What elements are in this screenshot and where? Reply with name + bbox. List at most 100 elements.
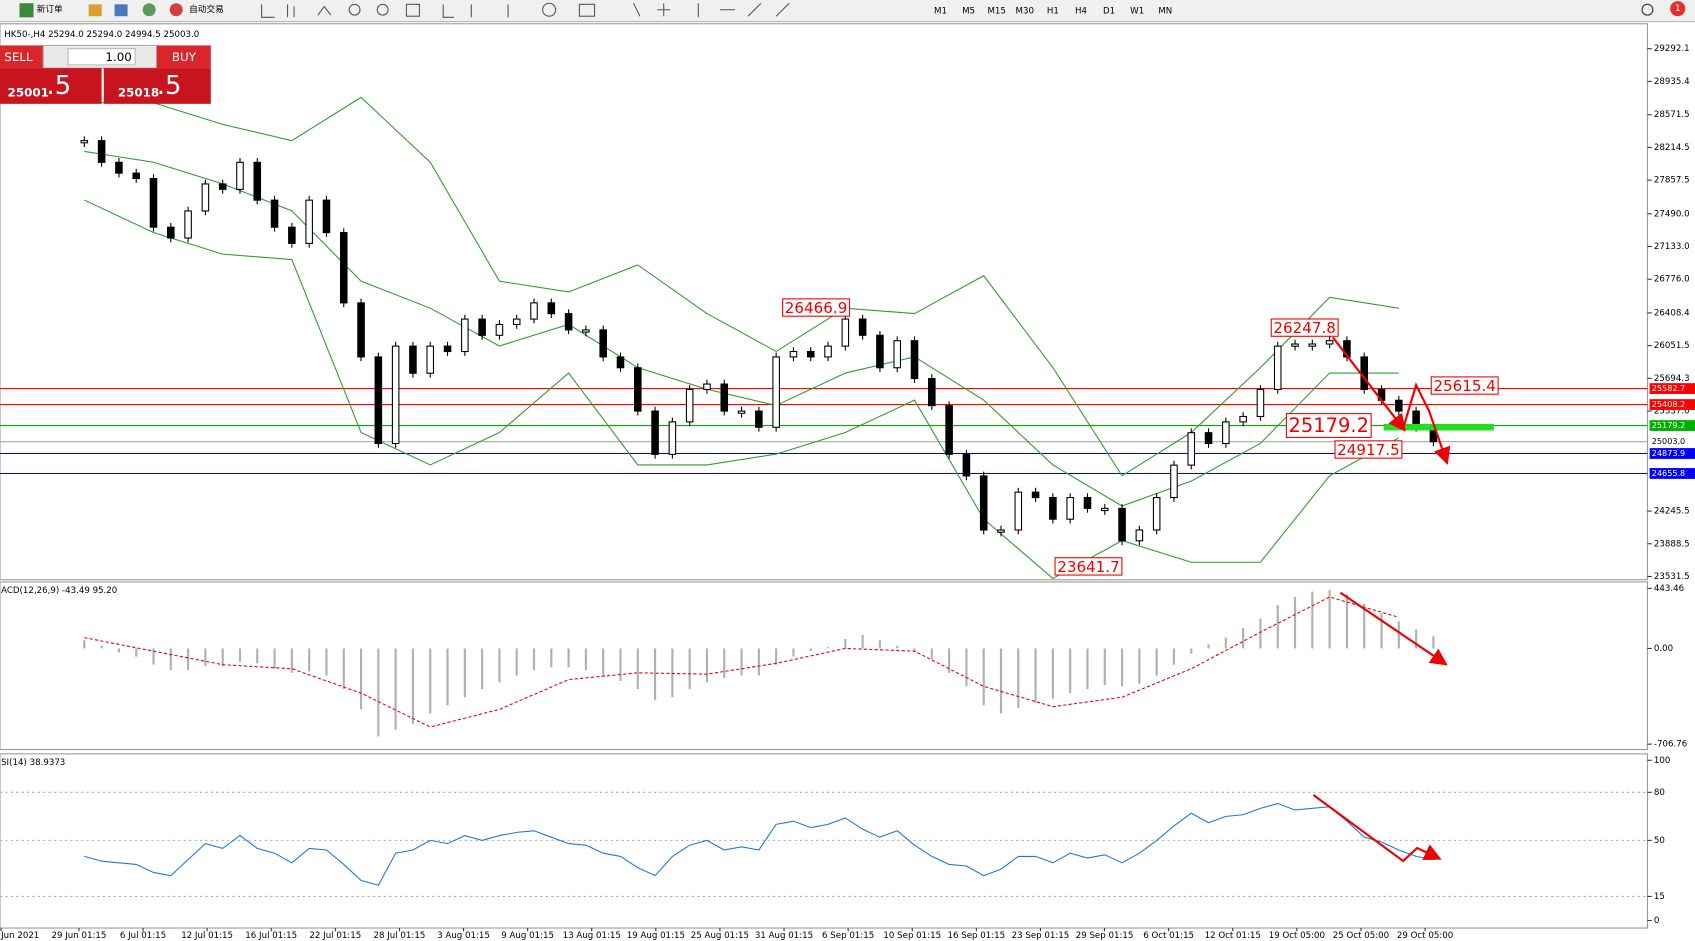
drawing-tools[interactable] bbox=[442, 2, 790, 18]
timeframe-button[interactable]: H4 bbox=[1075, 6, 1087, 16]
time-label: 19 Aug 01:15 bbox=[627, 931, 685, 941]
price-line-tag bbox=[1649, 383, 1695, 394]
zoom-out-icon[interactable] bbox=[376, 3, 389, 16]
time-label: 29 Oct 05:00 bbox=[1397, 931, 1453, 941]
timeframe-button[interactable]: W1 bbox=[1130, 6, 1144, 16]
price-annotation-box bbox=[1430, 376, 1499, 395]
price-line-tag bbox=[1649, 420, 1695, 431]
toolbar-icon[interactable] bbox=[88, 4, 102, 17]
auto-trading-icon[interactable] bbox=[169, 3, 183, 17]
y-tick-label: 80 bbox=[1654, 788, 1665, 798]
trend-arrows bbox=[1312, 336, 1451, 863]
timeframe-button[interactable]: M30 bbox=[1016, 6, 1034, 16]
toolbar bbox=[0, 0, 1695, 22]
candle-body bbox=[339, 232, 348, 304]
sell-button[interactable] bbox=[0, 45, 44, 69]
timeframe-button[interactable]: M15 bbox=[987, 6, 1005, 16]
toolbar-icon[interactable] bbox=[142, 3, 156, 17]
y-tick-label: 23888.5 bbox=[1654, 539, 1690, 549]
zoom-in-icon[interactable] bbox=[348, 3, 361, 16]
candle-body bbox=[737, 410, 746, 414]
candle-body bbox=[1118, 507, 1126, 542]
toolbar-icon[interactable] bbox=[114, 4, 128, 17]
timeframe-button[interactable]: M5 bbox=[962, 6, 975, 16]
price-annotation: 25179.2 bbox=[1289, 414, 1369, 437]
auto-trading-button[interactable]: 自动交易 bbox=[189, 3, 224, 15]
candle-body bbox=[1360, 356, 1368, 390]
candle-body bbox=[962, 453, 971, 477]
candle-body bbox=[443, 345, 452, 353]
y-tick-label: 29292.1 bbox=[1654, 44, 1690, 54]
candle-body bbox=[201, 183, 210, 212]
ask-box[interactable] bbox=[103, 68, 211, 104]
candle-body bbox=[409, 345, 417, 374]
candle-body bbox=[478, 318, 486, 336]
candle-body bbox=[270, 199, 279, 228]
chart-header: HK50-,H4 25294.0 25294.0 24994.5 25003.0 bbox=[4, 30, 199, 40]
lot-field[interactable] bbox=[67, 48, 136, 66]
support-zone bbox=[1383, 423, 1494, 431]
chart-type-icons[interactable] bbox=[261, 4, 332, 18]
time-label: 31 Aug 01:15 bbox=[755, 931, 813, 941]
search-icon[interactable] bbox=[1641, 3, 1654, 16]
time-label: 28 Jul 01:15 bbox=[374, 931, 426, 941]
timeframe-button[interactable]: H1 bbox=[1047, 6, 1059, 16]
time-label: 6 Oct 01:15 bbox=[1143, 931, 1194, 941]
candle-body bbox=[858, 318, 867, 336]
tile-icon[interactable] bbox=[405, 3, 420, 17]
candle-body bbox=[616, 356, 625, 369]
bid-box[interactable] bbox=[0, 68, 102, 104]
bollinger-upper bbox=[84, 96, 1399, 477]
time-label: Jun 2021 bbox=[0, 931, 39, 941]
candle-body bbox=[426, 345, 435, 374]
candle-body bbox=[1031, 491, 1040, 499]
period-icon[interactable] bbox=[542, 2, 557, 17]
candle-body bbox=[755, 410, 763, 428]
toolbar-tools bbox=[261, 2, 790, 18]
y-tick-label: 28935.4 bbox=[1654, 77, 1690, 87]
candle-body bbox=[824, 345, 832, 358]
price-annotation-box bbox=[1054, 557, 1123, 576]
axis-layer: 29292.1 28935.4 28571.5 28214.5 27857.5 27490… bbox=[0, 44, 1695, 941]
time-label: 25 Oct 05:00 bbox=[1333, 931, 1389, 941]
candle-body bbox=[1204, 432, 1213, 445]
candle-body bbox=[789, 350, 798, 358]
time-label: 22 Jul 01:15 bbox=[309, 931, 361, 941]
candle-body bbox=[1273, 345, 1282, 390]
candle-body bbox=[357, 302, 365, 358]
macd-signal bbox=[84, 596, 1399, 728]
template-icon[interactable] bbox=[578, 3, 596, 17]
time-label: 9 Aug 01:15 bbox=[501, 931, 554, 941]
candle-body bbox=[1014, 491, 1023, 531]
candle-body bbox=[461, 318, 469, 353]
sell-label[interactable]: SELL bbox=[4, 50, 33, 64]
lot-value[interactable]: 1.00 bbox=[105, 50, 131, 64]
candle-body bbox=[1256, 388, 1265, 418]
new-order-icon[interactable] bbox=[19, 3, 34, 18]
price-annotation: 26466.9 bbox=[785, 299, 848, 317]
new-order-button[interactable]: 新订单 bbox=[37, 3, 63, 15]
candle-body bbox=[928, 378, 936, 407]
arrow bbox=[1402, 382, 1451, 465]
y-tick-label: 26776.0 bbox=[1654, 275, 1690, 285]
buy-label[interactable]: BUY bbox=[172, 50, 197, 64]
candle-body bbox=[651, 410, 659, 455]
rsi-line bbox=[84, 802, 1434, 886]
notification-badge[interactable] bbox=[1670, 1, 1686, 17]
timeframe-button[interactable]: MN bbox=[1158, 6, 1172, 16]
time-label: 25 Aug 01:15 bbox=[691, 931, 749, 941]
price-line-tag bbox=[1649, 436, 1695, 448]
candle-body bbox=[547, 302, 556, 315]
timeframe-button[interactable]: D1 bbox=[1103, 6, 1115, 16]
time-label: 19 Oct 05:00 bbox=[1269, 931, 1325, 941]
timeframe-button[interactable]: M1 bbox=[934, 6, 947, 16]
candle-body bbox=[1049, 497, 1057, 520]
price-line-label: 25179.2 bbox=[1652, 420, 1685, 430]
candle-body bbox=[149, 177, 158, 228]
buy-button[interactable] bbox=[156, 45, 211, 69]
price-line-label: 25003.0 bbox=[1652, 436, 1685, 446]
price-line-label: 24655.8 bbox=[1652, 468, 1685, 478]
price-line-tag bbox=[1649, 448, 1695, 459]
y-tick-label: 15 bbox=[1654, 892, 1665, 902]
arrow bbox=[1339, 591, 1448, 666]
